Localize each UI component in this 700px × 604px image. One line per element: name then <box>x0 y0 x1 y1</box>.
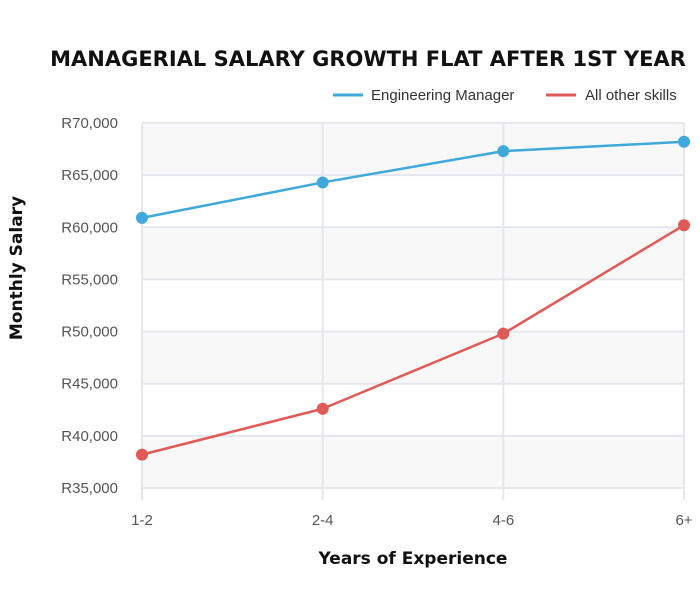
y-tick-label: R65,000 <box>61 167 118 184</box>
data-point-all-other-skills <box>497 327 510 340</box>
horizontal-gridlines <box>142 122 684 489</box>
y-axis-tick-labels: R35,000 R40,000 R45,000 R50,000 R55,000 R60,0… <box>61 115 118 497</box>
y-tick-label: R55,000 <box>61 271 118 288</box>
x-axis-tick-labels: 1-2 2-4 4-6 6+ <box>131 512 693 529</box>
series-line-engineering-manager <box>141 140 685 220</box>
plot-band <box>142 435 684 488</box>
data-point-all-other-skills <box>316 402 329 415</box>
legend: Engineering Manager All other skills <box>333 87 677 104</box>
plot-band <box>142 383 684 436</box>
data-point-engineering-manager <box>136 211 148 224</box>
plot-band <box>142 227 684 280</box>
y-axis-title: Monthly Salary <box>7 196 27 340</box>
data-point-engineering-manager <box>316 176 329 189</box>
series-points <box>136 135 690 461</box>
x-axis-title: Years of Experience <box>318 549 508 569</box>
series-lines <box>141 140 685 456</box>
y-tick-label: R40,000 <box>61 428 118 445</box>
y-tick-label: R35,000 <box>61 480 118 497</box>
plot-band <box>142 279 684 332</box>
data-point-engineering-manager <box>678 135 690 148</box>
series-line-all-other-skills <box>141 224 685 456</box>
y-tick-label: R60,000 <box>61 219 118 236</box>
data-point-all-other-skills <box>678 219 690 232</box>
plot-background-bands <box>142 123 684 488</box>
legend-label-all-other-skills: All other skills <box>585 87 677 104</box>
x-tick-label: 2-4 <box>312 512 334 529</box>
data-point-all-other-skills <box>136 448 148 461</box>
x-tick-label: 1-2 <box>131 512 153 529</box>
x-tick-label: 6+ <box>675 512 692 529</box>
legend-label-engineering-manager: Engineering Manager <box>371 87 514 104</box>
y-tick-label: R70,000 <box>61 115 118 132</box>
y-tick-label: R50,000 <box>61 324 118 341</box>
x-tick-label: 4-6 <box>492 512 514 529</box>
plot-band <box>142 331 684 384</box>
chart-title: MANAGERIAL SALARY GROWTH FLAT AFTER 1ST … <box>50 47 686 71</box>
data-point-engineering-manager <box>497 145 510 158</box>
y-tick-label: R45,000 <box>61 376 118 393</box>
